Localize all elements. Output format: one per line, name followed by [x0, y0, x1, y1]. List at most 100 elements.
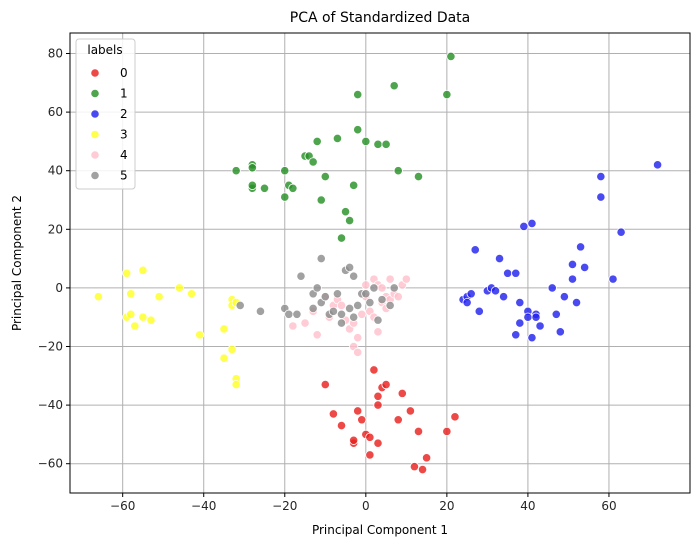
data-point [575, 242, 586, 252]
data-point [316, 195, 326, 205]
data-point [474, 306, 484, 316]
data-point [349, 180, 359, 190]
data-point [353, 125, 363, 135]
data-point [154, 292, 164, 302]
data-point [345, 303, 355, 314]
data-point [571, 297, 582, 308]
data-point [231, 379, 241, 390]
data-point [292, 309, 302, 319]
data-point [381, 379, 391, 390]
data-point [377, 295, 387, 305]
data-point [308, 157, 318, 167]
data-point [195, 330, 205, 340]
data-point [312, 136, 322, 147]
data-point [93, 292, 103, 302]
y-tick-label: 0 [55, 281, 63, 295]
data-point [567, 259, 578, 270]
legend-marker [90, 150, 100, 160]
data-point [519, 221, 529, 231]
data-point [328, 306, 338, 316]
data-point [503, 268, 513, 278]
data-point [284, 309, 294, 319]
data-point [527, 218, 537, 229]
y-tick-label: −60 [38, 457, 63, 471]
data-point [373, 400, 383, 410]
legend-label: 5 [120, 169, 128, 183]
data-point [349, 271, 359, 281]
data-point [381, 139, 391, 149]
data-point [288, 321, 298, 331]
data-point [345, 262, 355, 272]
data-point [219, 324, 229, 334]
plot-frame [69, 32, 691, 494]
data-point [596, 192, 606, 202]
data-point [365, 432, 375, 442]
series-2 [458, 160, 663, 343]
data-point [442, 426, 452, 437]
data-point [369, 283, 379, 293]
data-point [551, 309, 561, 319]
legend-marker [90, 170, 100, 181]
data-point [280, 166, 290, 176]
data-point [320, 292, 330, 302]
data-point [146, 315, 156, 325]
data-point [312, 330, 322, 340]
data-point [515, 297, 525, 308]
data-point [332, 289, 343, 299]
data-point [280, 192, 290, 202]
data-point [413, 426, 424, 437]
data-point [320, 379, 330, 390]
data-point [138, 265, 148, 275]
data-point [296, 271, 306, 281]
data-point [580, 262, 590, 272]
data-point [365, 297, 375, 308]
data-point [515, 318, 525, 328]
data-point [138, 312, 148, 322]
data-point [231, 166, 241, 176]
legend-label: 2 [120, 107, 128, 121]
legend-label: 0 [120, 66, 128, 80]
data-point [336, 318, 347, 328]
data-point [616, 227, 626, 237]
data-point [511, 268, 521, 278]
data-point [494, 254, 505, 264]
x-tick-label: 20 [439, 499, 454, 513]
series-0 [320, 365, 460, 475]
y-tick-label: −20 [38, 340, 63, 354]
data-point [353, 300, 363, 311]
data-point [405, 406, 415, 416]
data-point [393, 166, 403, 176]
data-point [523, 312, 533, 322]
data-point [377, 283, 387, 293]
series-1 [231, 51, 456, 243]
data-point [490, 286, 501, 296]
data-point [353, 333, 363, 343]
data-point [353, 347, 363, 357]
chart-title: PCA of Standardized Data [290, 10, 471, 26]
data-point [373, 438, 383, 448]
data-point [547, 283, 557, 293]
data-point [235, 300, 245, 311]
y-tick-label: 40 [48, 164, 63, 178]
data-point [422, 453, 432, 463]
data-point [349, 312, 359, 322]
data-point [389, 283, 399, 293]
data-point [498, 292, 509, 302]
data-point [353, 406, 363, 416]
data-point [369, 365, 379, 375]
y-tick-label: 60 [48, 105, 63, 119]
data-point [361, 136, 371, 147]
legend-label: 4 [120, 148, 128, 162]
y-tick-label: −40 [38, 398, 63, 412]
data-point [308, 303, 318, 314]
data-point [255, 306, 266, 316]
data-point [373, 315, 383, 325]
data-point [130, 321, 140, 331]
data-point [450, 412, 460, 422]
x-axis-label: Principal Component 1 [312, 523, 448, 537]
data-point [227, 344, 237, 355]
data-point [466, 289, 476, 299]
legend: labels 0 1 2 3 4 5 [75, 38, 136, 190]
series-5 [235, 254, 399, 328]
